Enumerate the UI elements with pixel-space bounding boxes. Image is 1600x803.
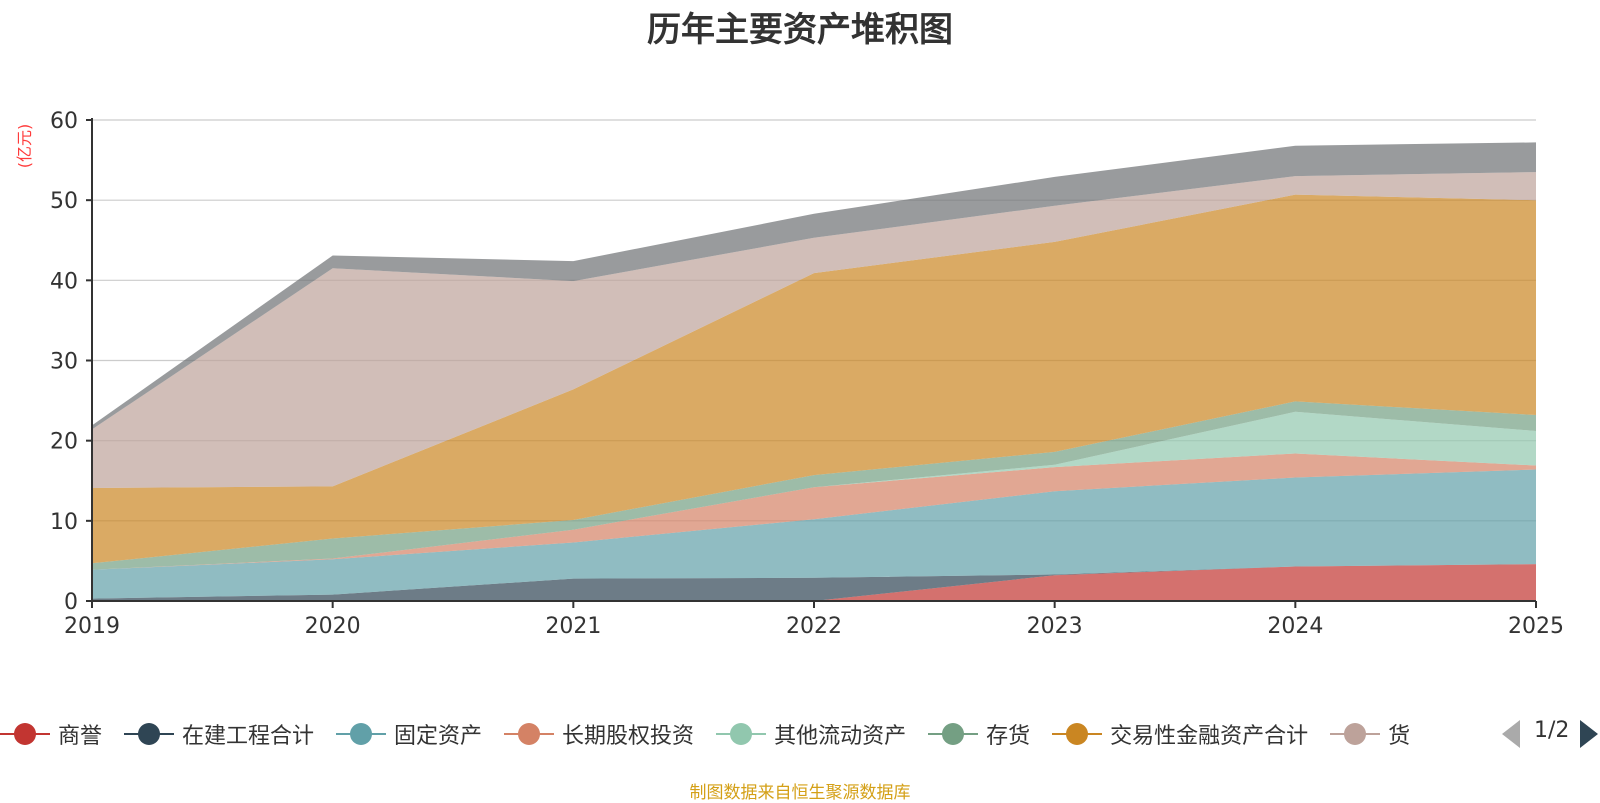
- series-area-5: [92, 401, 1536, 570]
- pager-label: 1/2: [1534, 718, 1570, 743]
- legend-label: 固定资产: [394, 724, 483, 749]
- legend-marker-icon: [336, 723, 387, 745]
- y-axis-unit-label: (亿元): [15, 124, 34, 169]
- legend-pager: 1/2: [1498, 712, 1600, 752]
- legend-marker-icon: [716, 723, 767, 745]
- y-tick-label: 40: [50, 269, 78, 294]
- x-tick-label: 2023: [1027, 614, 1083, 639]
- y-tick-label: 0: [64, 590, 78, 615]
- chart-plot: 0 10 20 30 40 50 60 2019 2020 2021 2022 2023 2024 202…: [15, 109, 1564, 639]
- y-tick-label: 20: [50, 430, 78, 455]
- legend-marker-icon: [928, 723, 979, 745]
- y-tick-label: 50: [50, 189, 78, 214]
- y-tick-label: 10: [50, 510, 78, 535]
- legend-label: 存货: [986, 724, 1031, 749]
- y-tick-label: 30: [50, 350, 78, 375]
- legend-marker-icon: [1052, 723, 1103, 745]
- chart-title: 历年主要资产堆积图: [647, 10, 953, 50]
- legend-marker-icon: [0, 723, 50, 745]
- series-area-1: [92, 564, 1536, 601]
- legend-label: 商誉: [58, 724, 103, 749]
- x-tick-label: 2025: [1508, 614, 1564, 639]
- series-area-0: [92, 564, 1536, 601]
- series-area-7: [92, 172, 1536, 488]
- x-tick-label: 2021: [545, 614, 601, 639]
- series-area-6: [92, 194, 1536, 564]
- series-area-2: [92, 469, 1536, 599]
- source-note: 制图数据来自恒生聚源数据库: [689, 783, 911, 803]
- legend-marker-icon: [124, 723, 175, 745]
- legend: 商誉 在建工程合计 固定资产 长期股权投资 其他流动资产 存货 交易性金融资产合计 货: [0, 712, 1600, 752]
- series-area-8: [92, 142, 1536, 430]
- legend-label: 货: [1388, 724, 1411, 749]
- legend-marker-icon: [504, 723, 555, 745]
- series-area-4: [92, 411, 1536, 570]
- x-tick-label: 2022: [786, 614, 842, 639]
- legend-label: 其他流动资产: [774, 724, 907, 749]
- x-tick-label: 2019: [64, 614, 120, 639]
- legend-marker-icon: [1330, 723, 1381, 745]
- x-tick-label: 2024: [1267, 614, 1323, 639]
- legend-label: 长期股权投资: [562, 724, 695, 749]
- y-tick-label: 60: [50, 109, 78, 134]
- x-tick-label: 2020: [305, 614, 361, 639]
- legend-label: 在建工程合计: [182, 724, 315, 749]
- pager-next-icon[interactable]: [1580, 720, 1598, 748]
- series-area-3: [92, 453, 1536, 570]
- pager-prev-icon[interactable]: [1502, 720, 1520, 748]
- legend-label: 交易性金融资产合计: [1110, 724, 1309, 749]
